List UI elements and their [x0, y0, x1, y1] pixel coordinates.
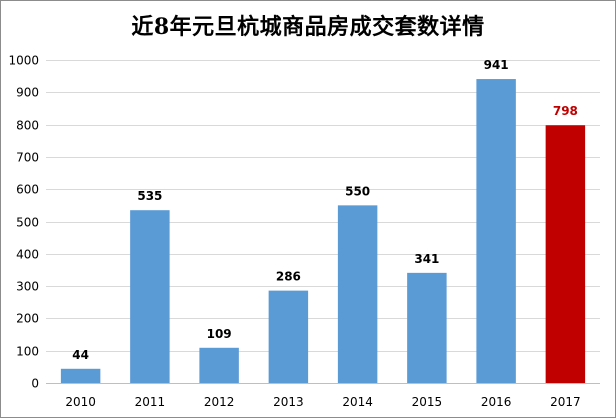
x-tick-label-2013: 2013 [273, 395, 304, 409]
bar-2016 [476, 79, 516, 383]
y-tick-label: 900 [16, 86, 39, 100]
y-tick-label: 700 [16, 151, 39, 165]
x-tick-label-2017: 2017 [550, 395, 581, 409]
data-label-2010: 44 [72, 348, 89, 362]
bar-2012 [199, 347, 239, 383]
data-label-2016: 941 [484, 58, 509, 72]
data-label-2017: 798 [553, 104, 578, 118]
x-tick-label-2010: 2010 [65, 395, 96, 409]
y-tick-label: 100 [16, 345, 39, 359]
y-tick-label: 600 [16, 183, 39, 197]
y-tick-label: 200 [16, 312, 39, 326]
data-label-2014: 550 [345, 184, 370, 198]
data-label-2015: 341 [414, 252, 439, 266]
x-tick-label-2015: 2015 [412, 395, 443, 409]
y-tick-label: 1000 [8, 54, 39, 68]
x-tick-label-2012: 2012 [204, 395, 235, 409]
data-label-2012: 109 [207, 327, 232, 341]
y-tick-label: 500 [16, 216, 39, 230]
y-tick-label: 0 [31, 377, 39, 391]
x-tick-label-2014: 2014 [342, 395, 373, 409]
bar-2014 [337, 205, 378, 383]
y-tick-label: 800 [16, 119, 39, 133]
bar-2010 [60, 368, 101, 383]
x-tick-label-2011: 2011 [135, 395, 166, 409]
bar-2011 [130, 210, 170, 383]
data-label-2013: 286 [276, 270, 301, 284]
x-tick-label-2016: 2016 [481, 395, 512, 409]
bar-2017 [545, 125, 586, 383]
y-tick-label: 300 [16, 280, 39, 294]
bar-2015 [407, 272, 447, 383]
bar-2013 [268, 290, 309, 383]
chart-title: 近8年元旦杭城商品房成交套数详情 [131, 14, 485, 40]
y-tick-label: 400 [16, 248, 39, 262]
data-label-2011: 535 [137, 189, 162, 203]
